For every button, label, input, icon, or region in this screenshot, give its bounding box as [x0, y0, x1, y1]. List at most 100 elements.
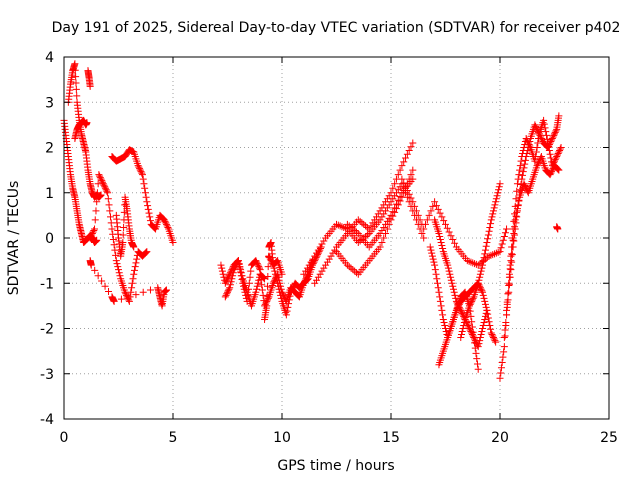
data-point: [555, 112, 563, 120]
data-point: [222, 291, 230, 299]
data-point: [255, 263, 263, 271]
data-point: [513, 208, 521, 216]
data-point: [230, 266, 238, 274]
data-point: [223, 290, 231, 298]
data-point: [478, 258, 486, 266]
data-point: [314, 273, 322, 281]
data-point: [485, 227, 493, 235]
data-point: [449, 282, 457, 290]
data-point: [120, 208, 128, 216]
data-point: [427, 246, 435, 254]
data-point: [309, 255, 317, 263]
data-point: [95, 171, 103, 179]
data-point: [336, 222, 344, 230]
data-point: [117, 295, 125, 303]
data-point: [469, 259, 477, 267]
data-point: [546, 171, 554, 179]
data-point: [129, 275, 137, 283]
data-point: [500, 334, 508, 342]
data-point: [91, 266, 99, 274]
data-point: [112, 257, 120, 265]
data-point: [416, 216, 424, 224]
data-point: [519, 168, 527, 176]
data-point: [164, 223, 172, 231]
data-point: [376, 229, 384, 237]
data-point: [323, 258, 331, 266]
data-point: [435, 229, 443, 237]
data-point: [524, 147, 532, 155]
data-point: [224, 287, 232, 295]
data-point: [226, 270, 234, 278]
data-point: [548, 134, 556, 142]
data-point: [264, 263, 272, 271]
x-tick-label: 5: [169, 430, 178, 446]
data-point: [351, 267, 359, 275]
data-point: [458, 328, 466, 336]
data-point: [86, 82, 94, 90]
data-point: [532, 148, 540, 156]
data-point: [448, 279, 456, 287]
data-point: [320, 264, 328, 272]
data-point: [218, 264, 226, 272]
series-arc13: [261, 239, 286, 323]
series-arc18: [398, 175, 511, 269]
data-point: [431, 261, 439, 269]
data-point: [548, 168, 556, 176]
data-point: [521, 181, 529, 189]
data-point: [115, 269, 123, 277]
data-point: [489, 210, 497, 218]
data-point: [287, 288, 295, 296]
data-point: [137, 168, 145, 176]
data-point: [226, 281, 234, 289]
data-point: [442, 328, 450, 336]
series-arc23: [496, 116, 565, 382]
data-point: [352, 269, 360, 277]
data-point: [468, 297, 476, 305]
data-point: [407, 171, 415, 179]
data-point: [409, 175, 417, 183]
x-tick-label: 25: [600, 430, 618, 446]
data-point: [418, 229, 426, 237]
data-point: [536, 131, 544, 139]
data-point: [526, 137, 534, 145]
data-point: [91, 225, 99, 233]
data-point: [363, 223, 371, 231]
x-tick-label: 20: [491, 430, 509, 446]
data-point: [387, 189, 395, 197]
data-point: [519, 171, 527, 179]
data-point: [451, 239, 459, 247]
data-point: [136, 166, 144, 174]
data-points: [60, 60, 565, 382]
data-point: [465, 325, 473, 332]
data-point: [484, 235, 492, 243]
y-tick-label: 4: [45, 50, 54, 66]
data-point: [229, 272, 237, 280]
data-point: [479, 325, 487, 332]
data-point: [231, 263, 239, 271]
y-tick-label: -2: [40, 322, 54, 338]
data-point: [402, 154, 410, 162]
data-point: [394, 171, 402, 179]
data-point: [89, 228, 97, 236]
data-point: [460, 289, 468, 297]
data-point: [352, 228, 360, 236]
data-point: [503, 225, 511, 233]
data-point: [141, 249, 149, 257]
data-point: [409, 166, 417, 174]
data-point: [400, 158, 408, 166]
data-point: [104, 189, 112, 197]
data-point: [463, 257, 471, 265]
data-point: [87, 261, 95, 269]
data-point: [274, 282, 282, 290]
data-point: [130, 266, 138, 274]
data-point: [538, 136, 546, 144]
data-point: [119, 239, 127, 247]
data-point: [403, 150, 411, 158]
data-point: [300, 270, 308, 278]
data-point: [244, 291, 252, 299]
data-point: [521, 160, 529, 168]
data-point: [318, 240, 326, 248]
series-arc16: [333, 166, 417, 278]
data-point: [125, 297, 133, 305]
data-point: [409, 139, 417, 147]
